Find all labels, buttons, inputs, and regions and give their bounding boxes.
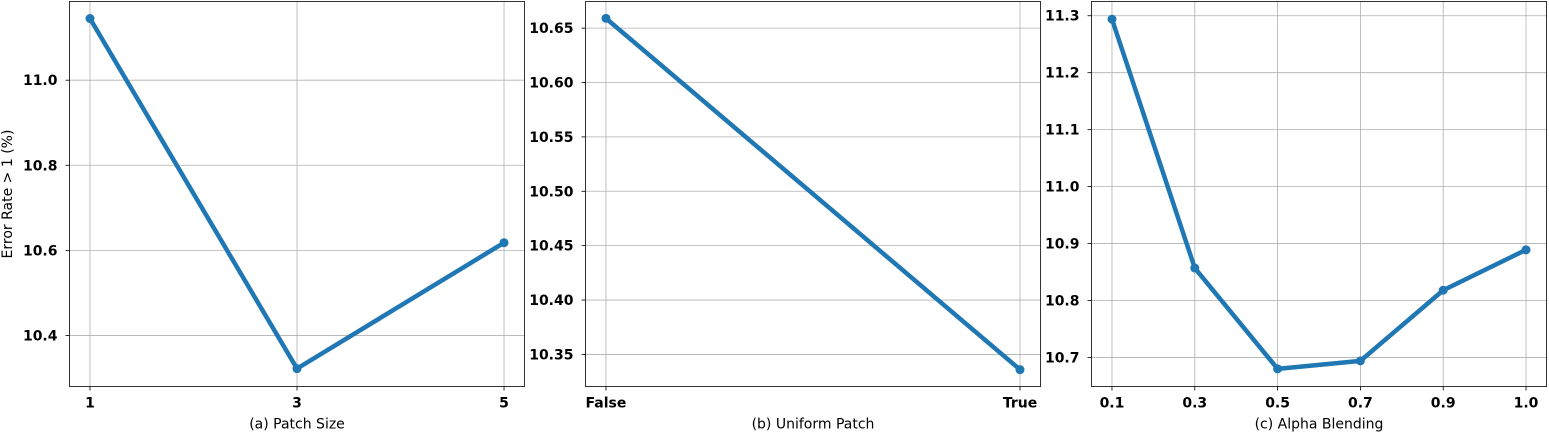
ytick-label-b-2: 10.45: [529, 239, 573, 255]
xtick-label-c-2: 0.5: [1265, 396, 1290, 412]
xtick-label-c-4: 0.9: [1431, 396, 1456, 412]
data-point-a-2: [499, 238, 509, 248]
series-line-c: [1109, 18, 1528, 372]
ytick-label-c-2: 10.9: [1045, 237, 1080, 253]
data-point-a-0: [85, 14, 95, 24]
ytick-label-b-3: 10.50: [529, 184, 574, 200]
ytick-label-c-0: 10.7: [1045, 350, 1080, 366]
ytick-label-b-4: 10.55: [529, 130, 573, 146]
ytick-label-c-4: 11.1: [1045, 123, 1080, 139]
ytick-label-b-6: 10.65: [529, 21, 573, 37]
ytick-label-b-5: 10.60: [529, 76, 574, 92]
ytick-label-a-0: 10.4: [23, 328, 58, 344]
ytick-label-b-0: 10.35: [529, 347, 573, 363]
axes-frame-b: [585, 1, 1041, 387]
ytick-label-c-5: 11.2: [1045, 66, 1080, 82]
data-point-b-1: [1015, 365, 1025, 375]
xtick-label-a-0: 1: [85, 396, 95, 412]
ytick-label-c-1: 10.8: [1045, 294, 1080, 310]
xtick-label-c-1: 0.3: [1182, 396, 1207, 412]
data-point-c-4: [1438, 285, 1448, 295]
data-point-b-0: [601, 13, 611, 23]
series-line-b: [604, 16, 1022, 372]
ytick-label-a-1: 10.6: [23, 243, 58, 259]
panel-c: 10.7 10.8 10.9 11.0 11.1 11.2 11.3 0.1 0.3 0.5 0.7…: [1045, 1, 1547, 432]
xaxis-label-a: (a) Patch Size: [249, 417, 345, 432]
ytick-label-c-3: 11.0: [1045, 180, 1080, 196]
ytick-label-a-3: 11.0: [23, 73, 58, 89]
ytick-label-c-6: 11.3: [1045, 9, 1080, 25]
data-point-c-3: [1355, 356, 1365, 366]
xaxis-label-b: (b) Uniform Patch: [752, 417, 875, 432]
ytick-label-a-2: 10.8: [23, 158, 58, 174]
xtick-label-c-5: 1.0: [1514, 396, 1539, 412]
yaxis-label-a: Error Rate > 1 (%): [0, 130, 16, 259]
xtick-label-a-2: 5: [499, 396, 509, 412]
xtick-label-c-0: 0.1: [1100, 396, 1125, 412]
axes-frame-c: [1091, 1, 1547, 387]
xtick-label-b-1: True: [1003, 396, 1037, 412]
xaxis-label-c: (c) Alpha Blending: [1255, 417, 1384, 432]
data-point-a-1: [292, 364, 302, 374]
data-point-c-5: [1521, 245, 1531, 255]
xtick-label-b-0: False: [586, 396, 627, 412]
panel-a: 10.4 10.6 10.8 11.0 1 3 5 (a) Patch Size Error R…: [0, 1, 525, 432]
xtick-label-c-3: 0.7: [1348, 396, 1373, 412]
data-point-c-1: [1190, 263, 1200, 273]
data-point-c-2: [1273, 364, 1283, 374]
ytick-label-b-1: 10.40: [529, 293, 574, 309]
data-point-c-0: [1107, 14, 1117, 24]
panel-b: 10.35 10.40 10.45 10.50 10.55 10.60 10.65 False…: [529, 1, 1041, 432]
xtick-label-a-1: 3: [292, 396, 302, 412]
